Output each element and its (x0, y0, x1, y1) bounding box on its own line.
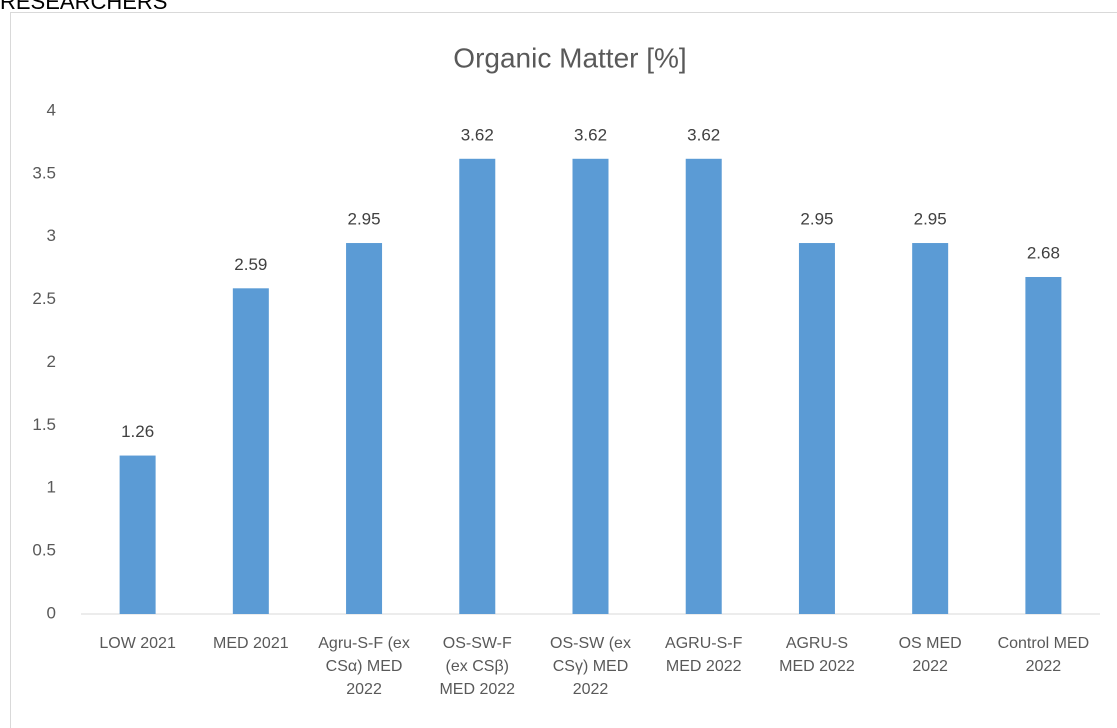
x-tick-label: AGRU-S MED 2022 (779, 635, 855, 675)
y-tick-label: 1.5 (32, 415, 56, 434)
x-tick-label: MED 2021 (213, 635, 289, 652)
data-label: 1.26 (121, 422, 154, 441)
bar (346, 243, 383, 614)
bar (1025, 276, 1062, 614)
y-tick-label: 3.5 (32, 163, 56, 182)
data-label: 3.62 (687, 125, 720, 144)
x-tick-label: Control MED 2022 (997, 635, 1090, 675)
bar (232, 288, 269, 614)
bar (798, 243, 835, 614)
y-tick-label: 2.5 (32, 289, 56, 308)
header-text: RESEARCHERS (0, 0, 168, 14)
y-tick-label: 4 (47, 100, 56, 119)
x-tick-label: AGRU-S-F MED 2022 (665, 635, 743, 675)
bar (685, 158, 722, 614)
chart-title: Organic Matter [%] (453, 42, 686, 73)
y-tick-label: 0 (47, 603, 56, 622)
data-label: 2.68 (1027, 243, 1060, 262)
x-tick-label: LOW 2021 (99, 635, 176, 652)
data-label: 2.95 (800, 210, 833, 229)
y-tick-label: 3 (47, 226, 56, 245)
x-tick-label: OS MED 2022 (898, 635, 962, 675)
data-label: 2.59 (234, 255, 267, 274)
data-label: 3.62 (574, 125, 607, 144)
bar (459, 158, 496, 614)
x-tick-label: OS-SW-F (ex CSβ) MED 2022 (439, 635, 516, 698)
data-label: 2.95 (348, 210, 381, 229)
x-tick-label: OS-SW (ex CSγ) MED 2022 (550, 635, 631, 698)
data-label: 3.62 (461, 125, 494, 144)
y-tick-label: 0.5 (32, 541, 56, 560)
bar (912, 243, 949, 614)
data-label: 2.95 (914, 210, 947, 229)
y-tick-label: 2 (47, 352, 56, 371)
y-tick-label: 1 (47, 478, 56, 497)
chart-frame (10, 12, 1117, 728)
x-tick-label: Agru-S-F (ex CSα) MED 2022 (318, 635, 410, 698)
bar (119, 455, 156, 614)
bar (572, 158, 609, 614)
